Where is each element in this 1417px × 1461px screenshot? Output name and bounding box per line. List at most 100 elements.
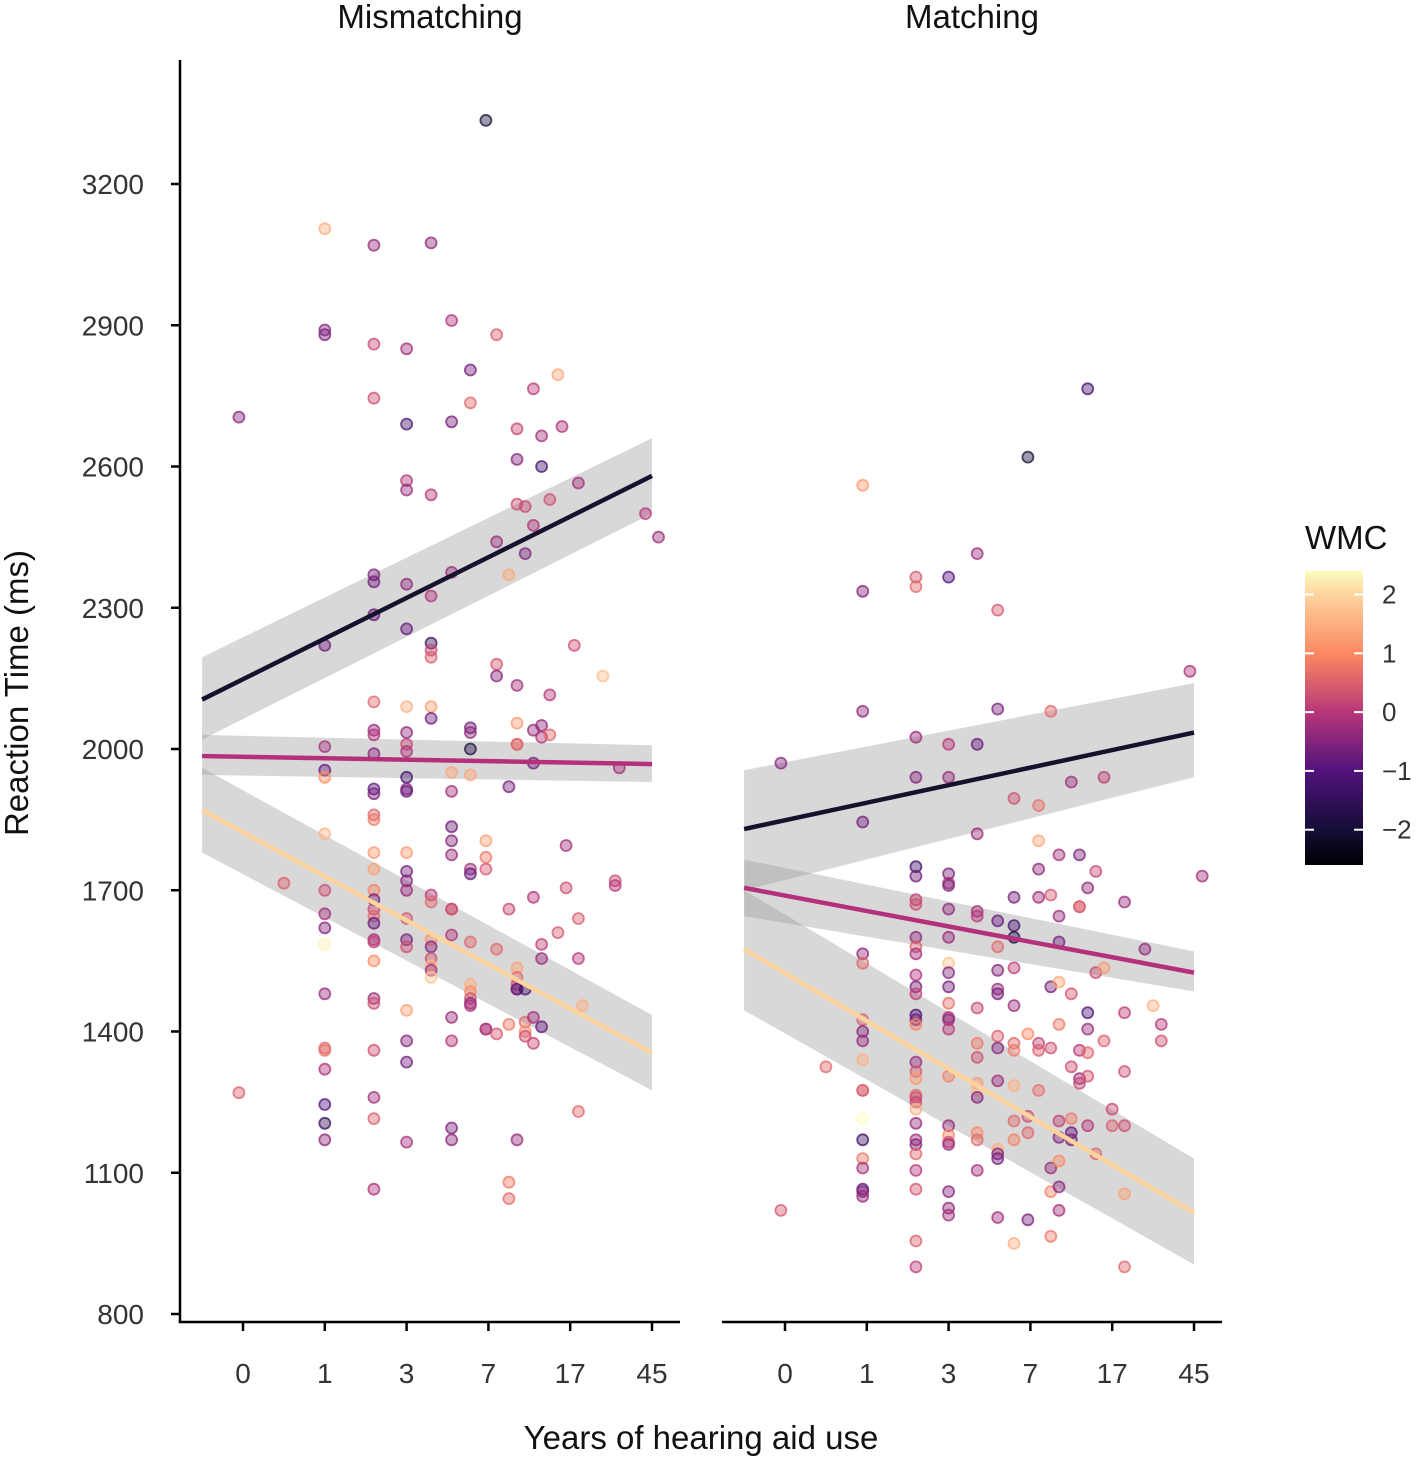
data-point — [1032, 1043, 1045, 1057]
data-point — [479, 834, 493, 848]
data-point — [318, 921, 332, 935]
legend-tick-label: −2 — [1382, 815, 1412, 845]
data-point — [774, 1204, 788, 1217]
data-point — [367, 916, 381, 930]
data-point — [608, 879, 622, 892]
data-point — [318, 740, 332, 753]
data-point — [942, 930, 955, 944]
x-axis-title: Years of hearing aid use — [524, 1419, 879, 1456]
data-point — [479, 862, 493, 876]
data-point — [445, 1133, 459, 1147]
data-point — [1007, 890, 1021, 904]
data-point — [909, 898, 923, 911]
data-point — [490, 1027, 504, 1041]
data-point — [400, 342, 414, 356]
data-point — [400, 1034, 414, 1048]
data-point — [991, 963, 1005, 977]
data-point — [424, 700, 438, 713]
data-point — [463, 768, 477, 782]
data-point — [942, 879, 955, 892]
data-point — [502, 780, 516, 794]
data-point — [318, 827, 332, 841]
data-point — [596, 669, 610, 683]
data-point — [819, 1060, 833, 1074]
data-point — [445, 766, 459, 779]
data-point — [518, 1029, 532, 1043]
data-point — [445, 834, 459, 848]
data-point — [510, 679, 524, 692]
data-point — [856, 1133, 870, 1147]
data-point — [479, 850, 493, 864]
data-point — [856, 1112, 870, 1125]
data-point — [445, 902, 459, 916]
data-point — [400, 474, 414, 488]
fit-line — [201, 473, 654, 702]
data-point — [1044, 704, 1058, 718]
data-point — [318, 328, 332, 342]
data-point — [559, 839, 573, 852]
data-point — [1064, 987, 1078, 1001]
data-point — [1044, 1161, 1058, 1175]
data-point — [400, 785, 414, 798]
x-tick-label: 0 — [777, 1358, 793, 1389]
data-point — [551, 926, 565, 939]
ci-ribbon — [744, 859, 1194, 992]
x-axis-matching: 0 1 3 7 17 45 — [722, 1320, 1222, 1389]
data-point — [1032, 834, 1045, 848]
data-point — [400, 622, 414, 636]
y-tick-label: 1400 — [82, 1017, 144, 1048]
data-point — [479, 1022, 493, 1036]
data-point — [543, 728, 557, 742]
data-point — [1007, 999, 1021, 1012]
mismatching-points — [232, 114, 665, 1205]
data-point — [1154, 1018, 1168, 1031]
data-point — [1183, 664, 1197, 678]
data-point — [490, 669, 504, 683]
ci-ribbon — [744, 890, 1194, 1265]
data-point — [1073, 900, 1086, 914]
data-point — [463, 999, 477, 1012]
data-point — [991, 940, 1005, 954]
data-point — [445, 848, 459, 862]
data-point — [463, 867, 477, 881]
data-point — [942, 902, 955, 916]
data-point — [1097, 1034, 1111, 1048]
data-point — [518, 500, 532, 513]
data-point — [510, 716, 524, 730]
data-point — [909, 987, 923, 1001]
data-point — [527, 382, 540, 396]
data-point — [1007, 792, 1021, 805]
data-point — [1064, 1112, 1078, 1125]
data-point — [527, 1011, 540, 1024]
x-tick-label: 3 — [941, 1358, 957, 1389]
data-point — [463, 726, 477, 739]
data-point — [970, 1133, 984, 1147]
ci-ribbon — [744, 683, 1194, 891]
data-point — [942, 1185, 955, 1198]
data-point — [1154, 1034, 1168, 1048]
data-point — [1032, 799, 1045, 812]
data-point — [942, 980, 955, 994]
data-point — [232, 1086, 246, 1100]
data-point — [856, 1152, 870, 1165]
data-point — [400, 865, 414, 878]
data-point — [1007, 1133, 1021, 1147]
fit-line — [201, 808, 654, 1055]
data-point — [535, 460, 548, 473]
fit-line — [742, 947, 1196, 1215]
data-point — [318, 222, 332, 236]
data-point — [909, 947, 923, 961]
data-point — [400, 1055, 414, 1069]
data-point — [510, 961, 524, 975]
data-point — [1032, 1084, 1045, 1097]
data-point — [1052, 1204, 1066, 1217]
wmc-legend: WMC 2 1 0 −1 −2 — [1305, 519, 1412, 865]
data-point — [367, 1091, 381, 1104]
data-point — [909, 1116, 923, 1130]
data-point — [510, 1133, 524, 1147]
data-point — [1007, 919, 1021, 932]
data-point — [909, 1018, 923, 1031]
data-point — [1081, 1022, 1095, 1036]
y-tick-label: 2300 — [82, 593, 144, 624]
data-point — [1105, 1102, 1119, 1116]
